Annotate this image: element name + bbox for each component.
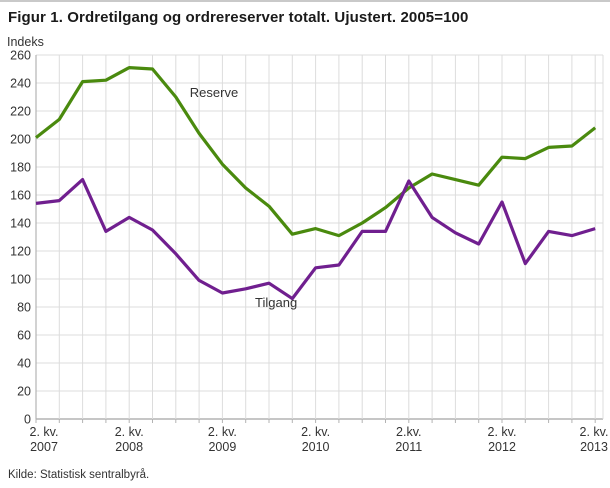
- x-tick-label: 2008: [115, 440, 143, 454]
- series-line-reserve: [35, 65, 597, 238]
- series-label-tilgang: Tilgang: [255, 295, 297, 310]
- x-tick-label: 2. kv.: [115, 425, 144, 439]
- series-line-tilgang: [35, 178, 596, 301]
- y-axis-unit-label: Indeks: [7, 35, 44, 49]
- x-tick-label: 2.kv.: [396, 425, 421, 439]
- source-note: Kilde: Statistisk sentralbyrå.: [8, 469, 150, 481]
- chart-title: Figur 1. Ordretilgang og ordrereserver t…: [8, 9, 469, 26]
- x-tick-label: 2. kv.: [301, 425, 330, 439]
- x-tick-label: 2011: [395, 440, 422, 454]
- y-tick-label: 100: [10, 273, 31, 287]
- x-tick-label: 2. kv.: [488, 425, 517, 439]
- x-tick-label: 2. kv.: [580, 425, 609, 439]
- y-tick-label: 80: [17, 301, 31, 315]
- x-tick-label: 2007: [30, 440, 58, 454]
- y-tick-label: 140: [10, 217, 31, 231]
- x-tick-label: 2012: [488, 440, 516, 454]
- y-tick-label: 180: [10, 161, 31, 175]
- y-tick-label: 120: [10, 245, 31, 259]
- y-tick-label: 200: [10, 133, 31, 147]
- y-tick-label: 240: [10, 77, 31, 91]
- y-tick-label: 20: [17, 385, 31, 399]
- series-label-reserve: Reserve: [190, 85, 238, 100]
- x-tick-label: 2009: [208, 440, 236, 454]
- y-tick-label: 260: [10, 49, 31, 63]
- y-tick-label: 160: [10, 189, 31, 203]
- y-tick-label: 60: [17, 329, 31, 343]
- x-tick-label: 2010: [302, 440, 330, 454]
- x-tick-label: 2. kv.: [30, 425, 59, 439]
- y-tick-label: 40: [17, 357, 31, 371]
- y-tick-label: 0: [24, 413, 31, 427]
- x-tick-label: 2. kv.: [208, 425, 237, 439]
- y-tick-label: 220: [10, 105, 31, 119]
- x-tick-label: 2013: [580, 440, 608, 454]
